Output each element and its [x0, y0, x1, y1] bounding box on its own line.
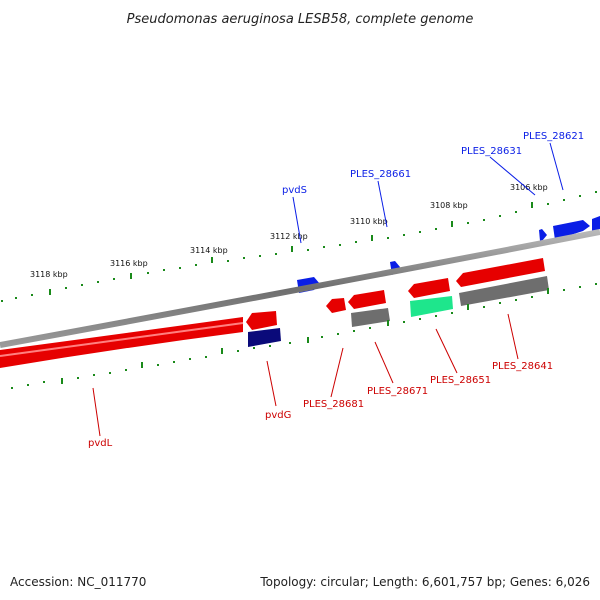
map-title: Pseudomonas aeruginosa LESB58, complete … [127, 12, 474, 27]
gene-ples-28641[interactable] [456, 258, 545, 287]
inner-features [248, 276, 549, 347]
feature-dark-pvdg [248, 328, 281, 347]
feature-green-ples-28651 [410, 296, 453, 317]
genome-backbone [0, 229, 600, 348]
feature-grey-ples-28641 [459, 276, 549, 306]
gene-ples-28631[interactable] [553, 220, 590, 240]
label-pvdl: pvdL [88, 438, 113, 449]
scale-label-3112: 3112 kbp [270, 232, 308, 241]
label-ples-28631: PLES_28631 [461, 146, 522, 157]
gene-ples-28621[interactable] [592, 216, 600, 232]
label-ples-28661: PLES_28661 [350, 169, 411, 180]
label-ples-28681: PLES_28681 [303, 399, 364, 410]
forward-leaders [292, 142, 564, 244]
scale-label-3110: 3110 kbp [350, 217, 388, 226]
gene-pvdg[interactable] [246, 311, 277, 330]
label-pvdg: pvdG [265, 410, 291, 421]
genome-summary-text: Topology: circular; Length: 6,601,757 bp… [259, 575, 590, 589]
gene-ples-28681[interactable] [326, 298, 346, 313]
scale-label-3106: 3106 kbp [510, 183, 548, 192]
scale-label-3114: 3114 kbp [190, 246, 228, 255]
gene-ples-28671[interactable] [348, 290, 386, 309]
inner-tick-ring [11, 283, 597, 389]
label-ples-28651: PLES_28651 [430, 375, 491, 386]
scale-label-3118: 3118 kbp [30, 270, 68, 279]
label-ples-28641: PLES_28641 [492, 361, 553, 372]
outer-tick-ring [1, 191, 597, 302]
scale-label-3116: 3116 kbp [110, 259, 148, 268]
accession-text: Accession: NC_011770 [10, 575, 146, 589]
gene-pvdl[interactable] [0, 317, 243, 368]
label-ples-28671: PLES_28671 [367, 386, 428, 397]
label-ples-28621: PLES_28621 [523, 131, 584, 142]
gene-ples-28631-small[interactable] [539, 229, 547, 241]
feature-grey-ples-28671 [351, 308, 390, 327]
scale-label-3108: 3108 kbp [430, 201, 468, 210]
reverse-leaders [92, 313, 519, 437]
gene-ples-28651[interactable] [408, 278, 450, 298]
reverse-genes [0, 258, 545, 368]
label-pvds: pvdS [282, 185, 307, 196]
